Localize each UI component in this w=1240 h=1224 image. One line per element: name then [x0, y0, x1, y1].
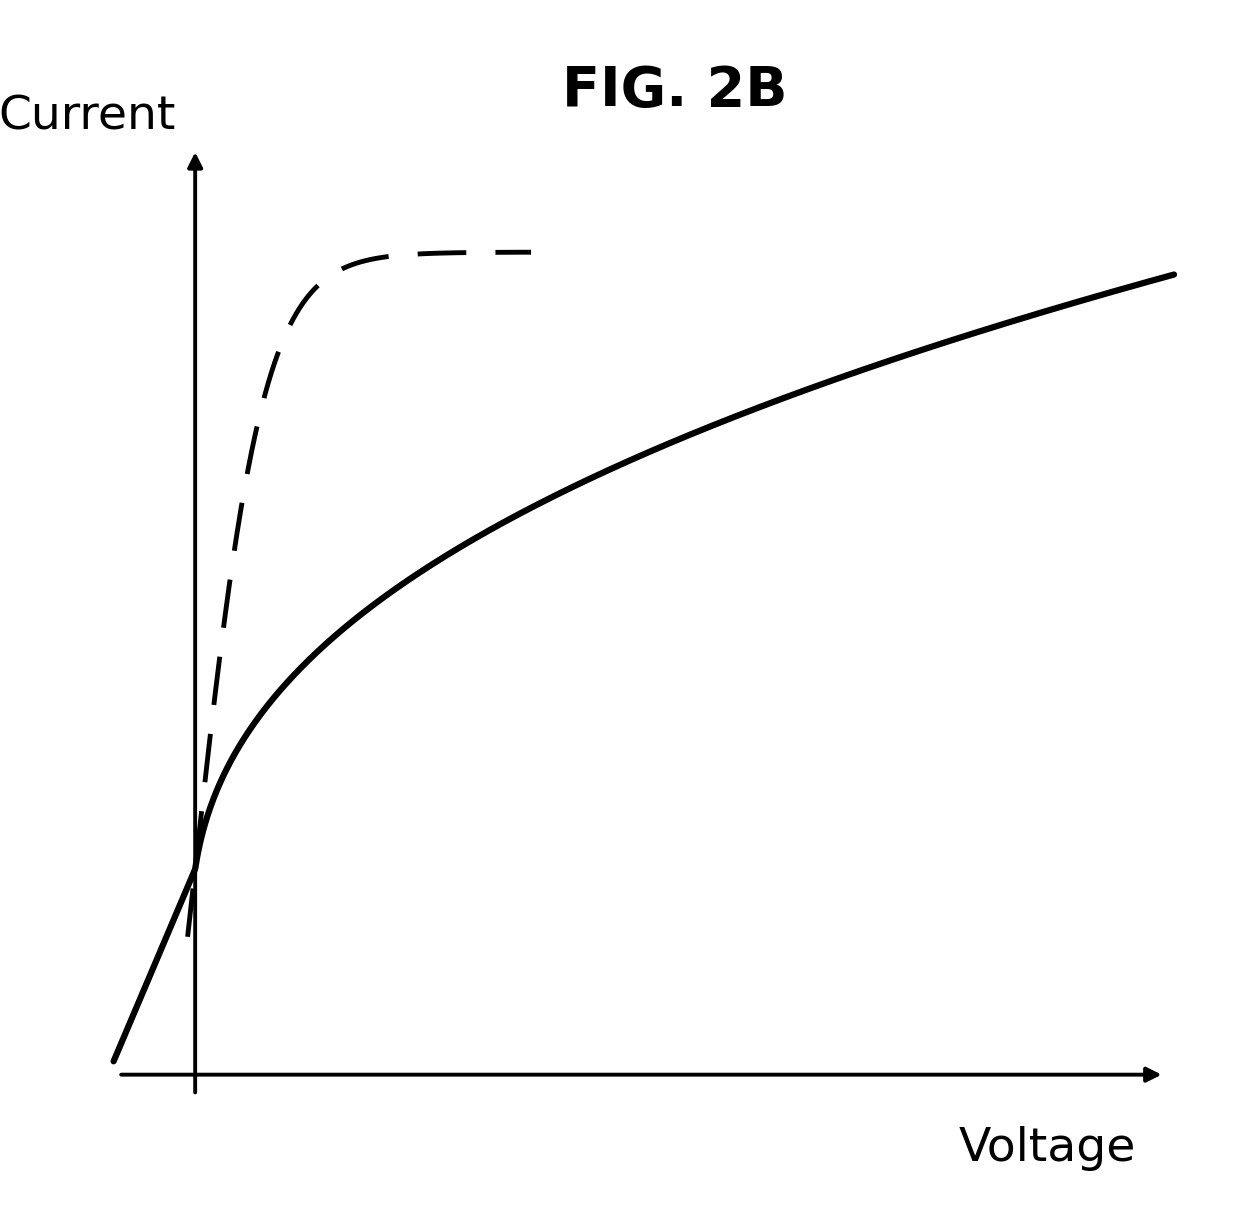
Text: FIG. 2B: FIG. 2B: [562, 65, 787, 119]
Text: Current: Current: [0, 94, 176, 140]
Text: Voltage: Voltage: [959, 1126, 1136, 1171]
